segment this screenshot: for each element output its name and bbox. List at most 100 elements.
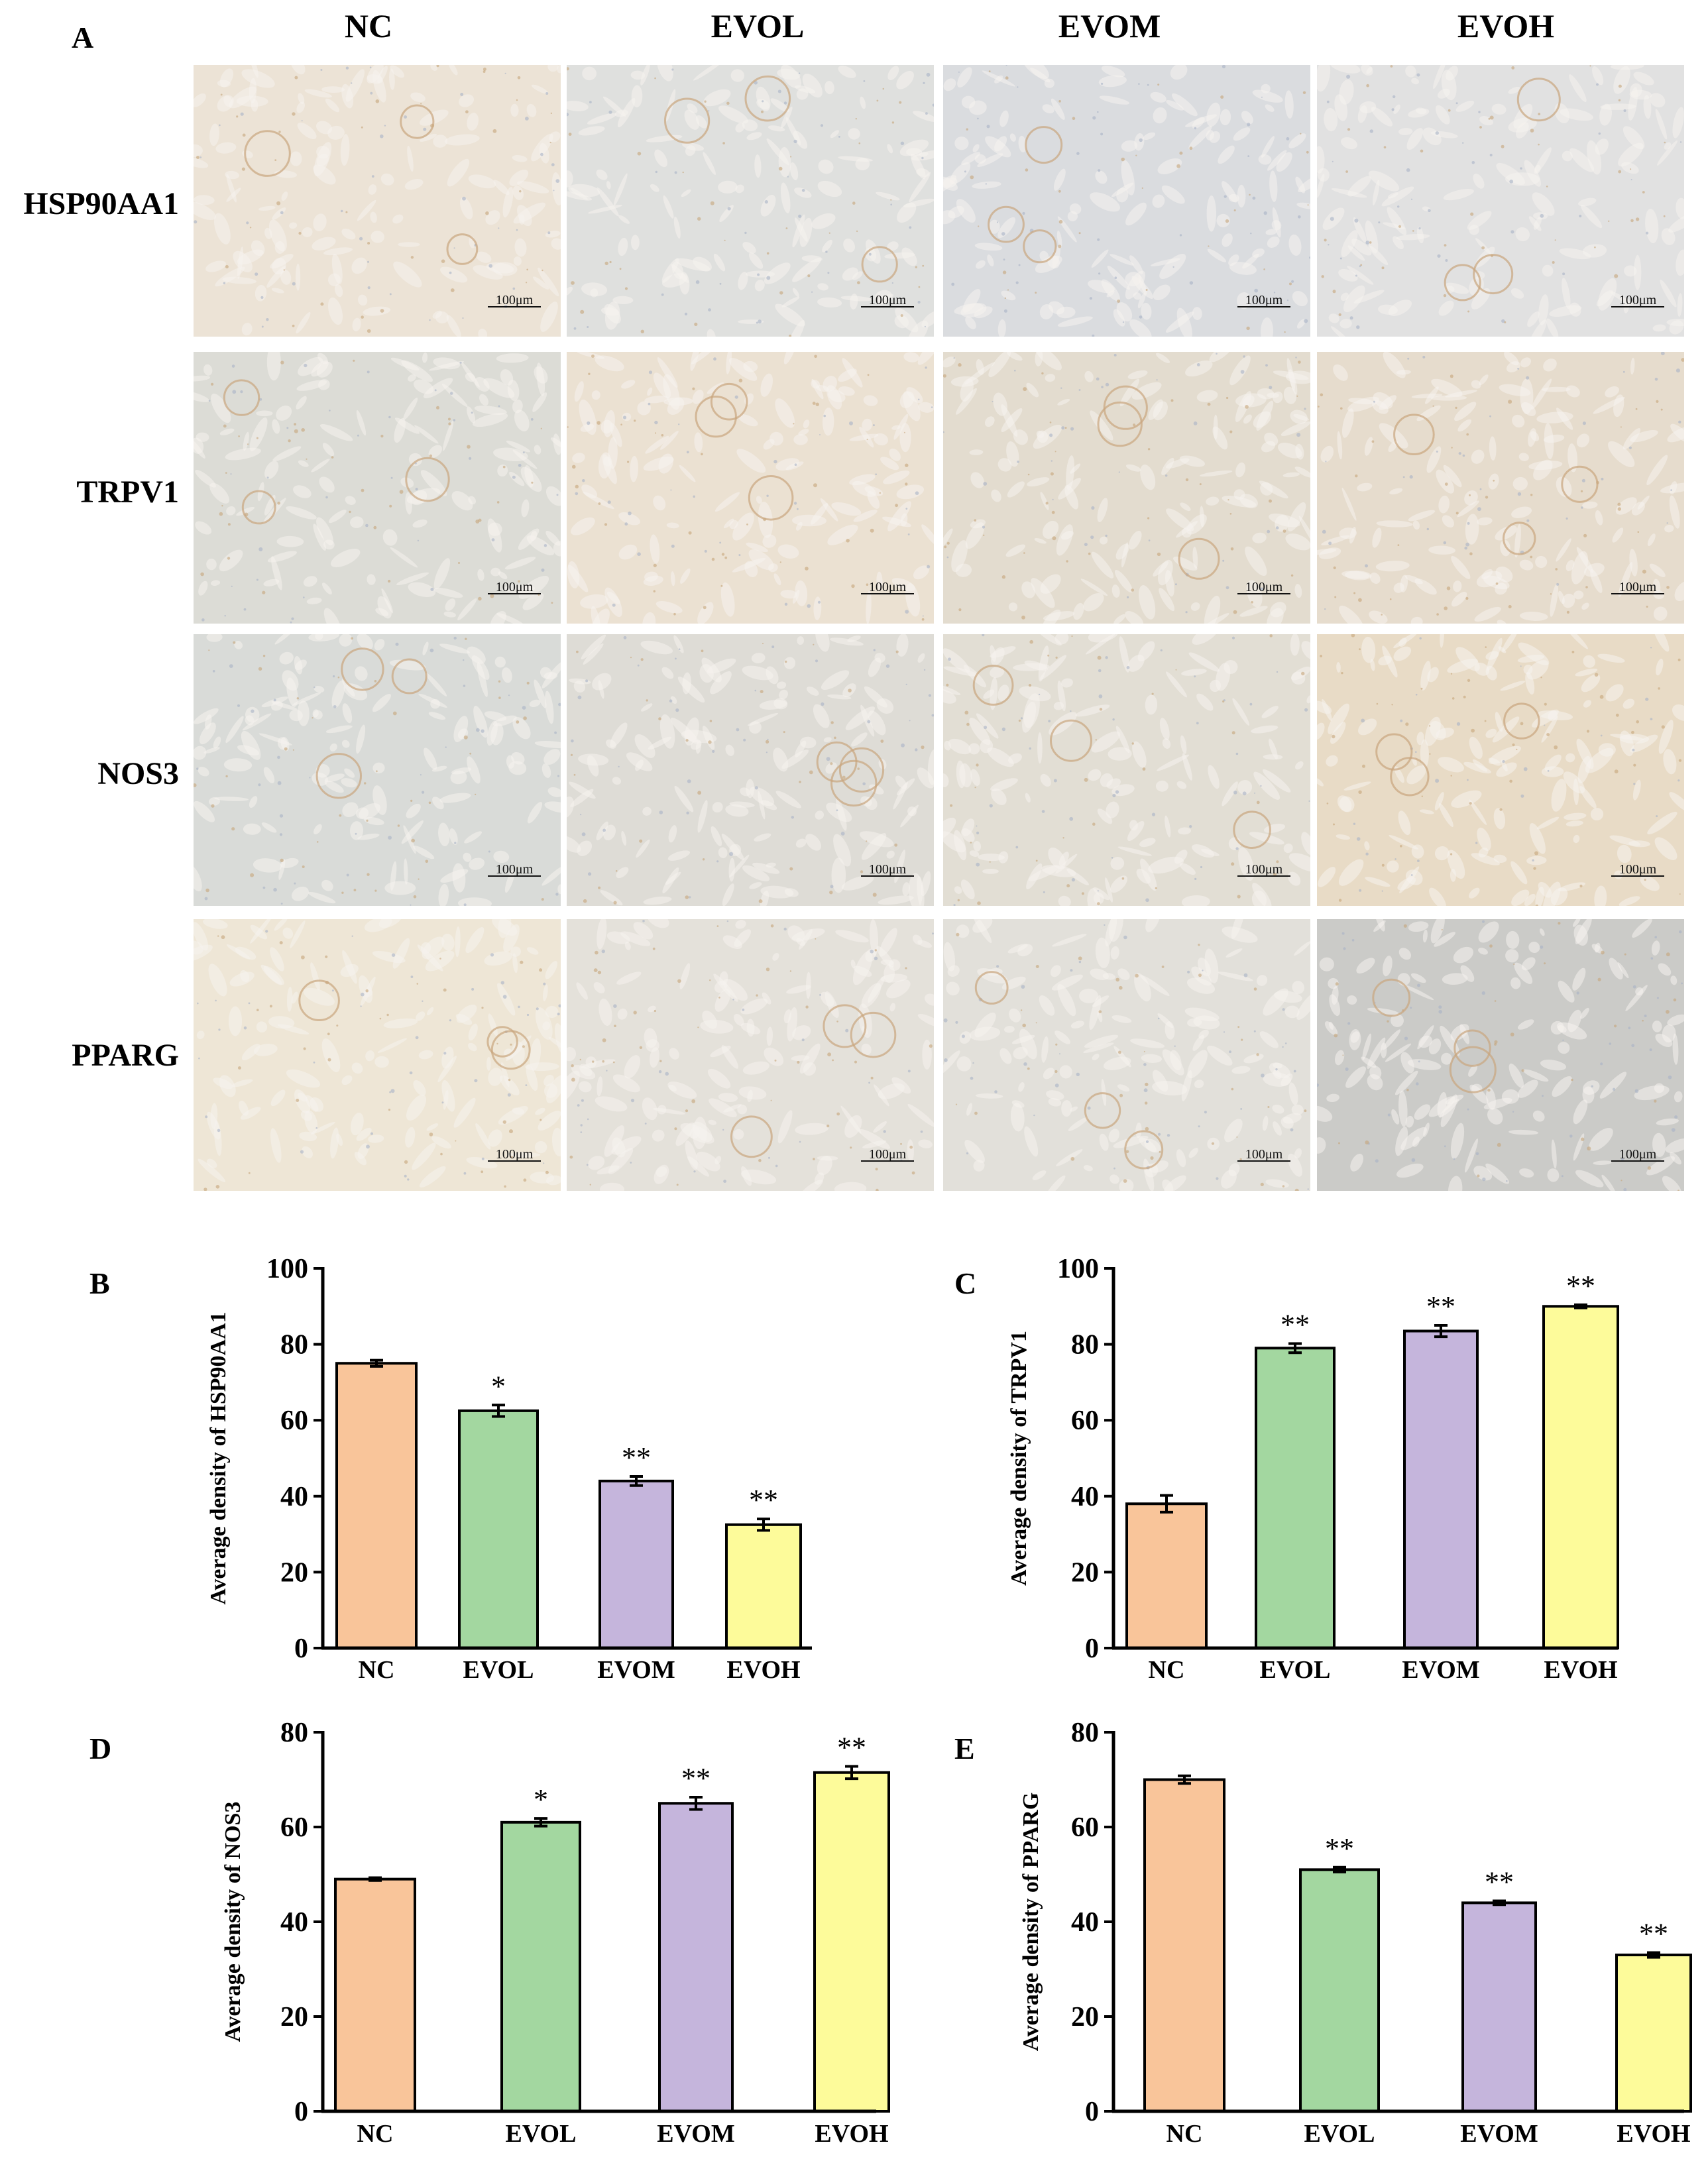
x-tick-label-evoh: EVOH: [815, 2120, 888, 2148]
y-tick-label: 0: [1085, 1634, 1099, 1664]
column-header-evol: EVOL: [711, 7, 805, 44]
y-tick-label: 100: [266, 1254, 308, 1284]
micrograph-hsp90aa1-evom: 100μm: [943, 65, 1310, 337]
y-tick-label: 100: [1057, 1254, 1099, 1284]
y-tick-label: 60: [280, 1812, 308, 1843]
significance-evol: *: [534, 1783, 548, 1816]
error-bar-nc: [1178, 1774, 1191, 1785]
y-tick-label: 20: [1071, 1557, 1099, 1588]
panel-letter-d: D: [89, 1732, 111, 1765]
panel-a-letter: A: [72, 21, 94, 54]
bar-nc: [1125, 1502, 1208, 1650]
panel-letter-b: B: [89, 1266, 110, 1300]
x-tick-label-evol: EVOL: [1260, 1656, 1331, 1684]
y-tick-label: 20: [280, 1557, 308, 1588]
significance-evoh: **: [837, 1731, 866, 1763]
y-tick-label: 80: [280, 1330, 308, 1360]
row-label-pparg: PPARG: [72, 1038, 179, 1073]
chart-b: B Average density of HSP90AA1 NC * EVOL ** EVO…: [89, 1254, 812, 1684]
bar-evom: [1403, 1329, 1479, 1650]
svg-text:100μm: 100μm: [1245, 580, 1283, 594]
row-label-trpv1: TRPV1: [76, 474, 179, 510]
micrograph-nos3-evom: 100μm: [943, 634, 1310, 906]
y-axis-label: Average density of NOS3: [221, 1802, 245, 2042]
bar-evol: [458, 1409, 539, 1649]
svg-text:100μm: 100μm: [869, 580, 907, 594]
x-tick-label-nc: NC: [357, 2120, 394, 2148]
svg-text:100μm: 100μm: [869, 293, 907, 307]
chart-e: E Average density of PPARG NC ** EVOL ** EVOM *…: [954, 1718, 1692, 2148]
y-tick-label: 80: [280, 1718, 308, 1748]
row-label-hsp90aa1: HSP90AA1: [23, 186, 179, 221]
y-tick-label: 60: [280, 1406, 308, 1436]
bar-evol: [1255, 1347, 1336, 1649]
micrograph-nos3-nc: 100μm: [194, 634, 561, 906]
significance-evol: *: [491, 1370, 506, 1402]
svg-text:100μm: 100μm: [496, 580, 534, 594]
micrograph-trpv1-evom: 100μm: [943, 352, 1310, 624]
error-bar-evoh: [1574, 1303, 1587, 1309]
bar-evoh: [1542, 1305, 1619, 1650]
micrograph-trpv1-evoh: 100μm: [1317, 352, 1684, 624]
significance-evom: **: [1485, 1866, 1514, 1899]
y-tick-label: 0: [294, 2097, 308, 2127]
y-axis-label: Average density of TRPV1: [1007, 1331, 1031, 1586]
error-bar-evol: [1333, 1865, 1346, 1873]
significance-evoh: **: [1566, 1270, 1595, 1302]
y-tick-label: 20: [280, 2002, 308, 2032]
svg-text:100μm: 100μm: [1619, 580, 1657, 594]
column-header-evoh: EVOH: [1457, 7, 1555, 44]
y-tick-label: 60: [1071, 1406, 1099, 1436]
micrograph-trpv1-evol: 100μm: [567, 352, 934, 624]
error-bar-evoh: [845, 1765, 858, 1781]
bar-evoh: [1615, 1954, 1692, 2113]
y-tick-label: 40: [1071, 1907, 1099, 1938]
significance-evom: **: [1426, 1290, 1455, 1323]
micrograph-pparg-evom: 100μm: [943, 919, 1310, 1191]
bar-evom: [658, 1802, 734, 2113]
svg-text:100μm: 100μm: [496, 293, 534, 307]
error-bar-evol: [492, 1404, 505, 1418]
bar-nc: [334, 1877, 416, 2113]
row-label-nos3: NOS3: [97, 756, 179, 791]
x-tick-label-evoh: EVOH: [726, 1656, 800, 1684]
micrograph-hsp90aa1-evoh: 100μm: [1317, 65, 1684, 337]
error-bar-evoh: [757, 1518, 770, 1532]
y-tick-label: 80: [1071, 1330, 1099, 1360]
x-tick-label-evol: EVOL: [506, 2120, 577, 2148]
y-axis-label: Average density of PPARG: [1019, 1793, 1043, 2052]
y-tick-label: 40: [280, 1907, 308, 1938]
y-tick-label: 20: [1071, 2002, 1099, 2032]
significance-evoh: **: [1639, 1917, 1668, 1950]
y-tick-label: 40: [1071, 1482, 1099, 1512]
y-axis-label: Average density of HSP90AA1: [206, 1311, 231, 1604]
bar-evoh: [813, 1771, 890, 2113]
micrograph-hsp90aa1-evol: 100μm: [567, 65, 934, 337]
svg-text:100μm: 100μm: [1619, 293, 1657, 307]
bar-evom: [598, 1479, 674, 1649]
error-bar-evom: [1493, 1899, 1506, 1907]
significance-evol: **: [1281, 1308, 1310, 1341]
bar-evol: [500, 1820, 581, 2113]
x-tick-label-evom: EVOM: [597, 1656, 675, 1684]
error-bar-evol: [534, 1817, 547, 1828]
error-bar-nc: [1160, 1494, 1173, 1514]
panel-letter-e: E: [954, 1732, 975, 1765]
error-bar-evom: [630, 1475, 643, 1487]
bar-nc: [1143, 1778, 1225, 2113]
svg-text:100μm: 100μm: [1245, 293, 1283, 307]
error-bar-nc: [369, 1876, 382, 1882]
micrograph-hsp90aa1-nc: 100μm: [194, 65, 561, 337]
chart-c: C Average density of TRPV1 NC ** EVOL ** EVOM *…: [954, 1254, 1619, 1684]
significance-evom: **: [681, 1762, 711, 1795]
x-tick-label-evoh: EVOH: [1617, 2120, 1690, 2148]
significance-evoh: **: [749, 1484, 778, 1516]
micrograph-trpv1-nc: 100μm: [194, 352, 561, 624]
micrograph-pparg-nc: 100μm: [194, 919, 561, 1191]
svg-text:100μm: 100μm: [1619, 862, 1657, 877]
panel-letter-c: C: [954, 1266, 976, 1300]
column-header-evom: EVOM: [1058, 7, 1161, 44]
y-tick-label: 0: [1085, 2097, 1099, 2127]
significance-evom: **: [622, 1441, 651, 1474]
